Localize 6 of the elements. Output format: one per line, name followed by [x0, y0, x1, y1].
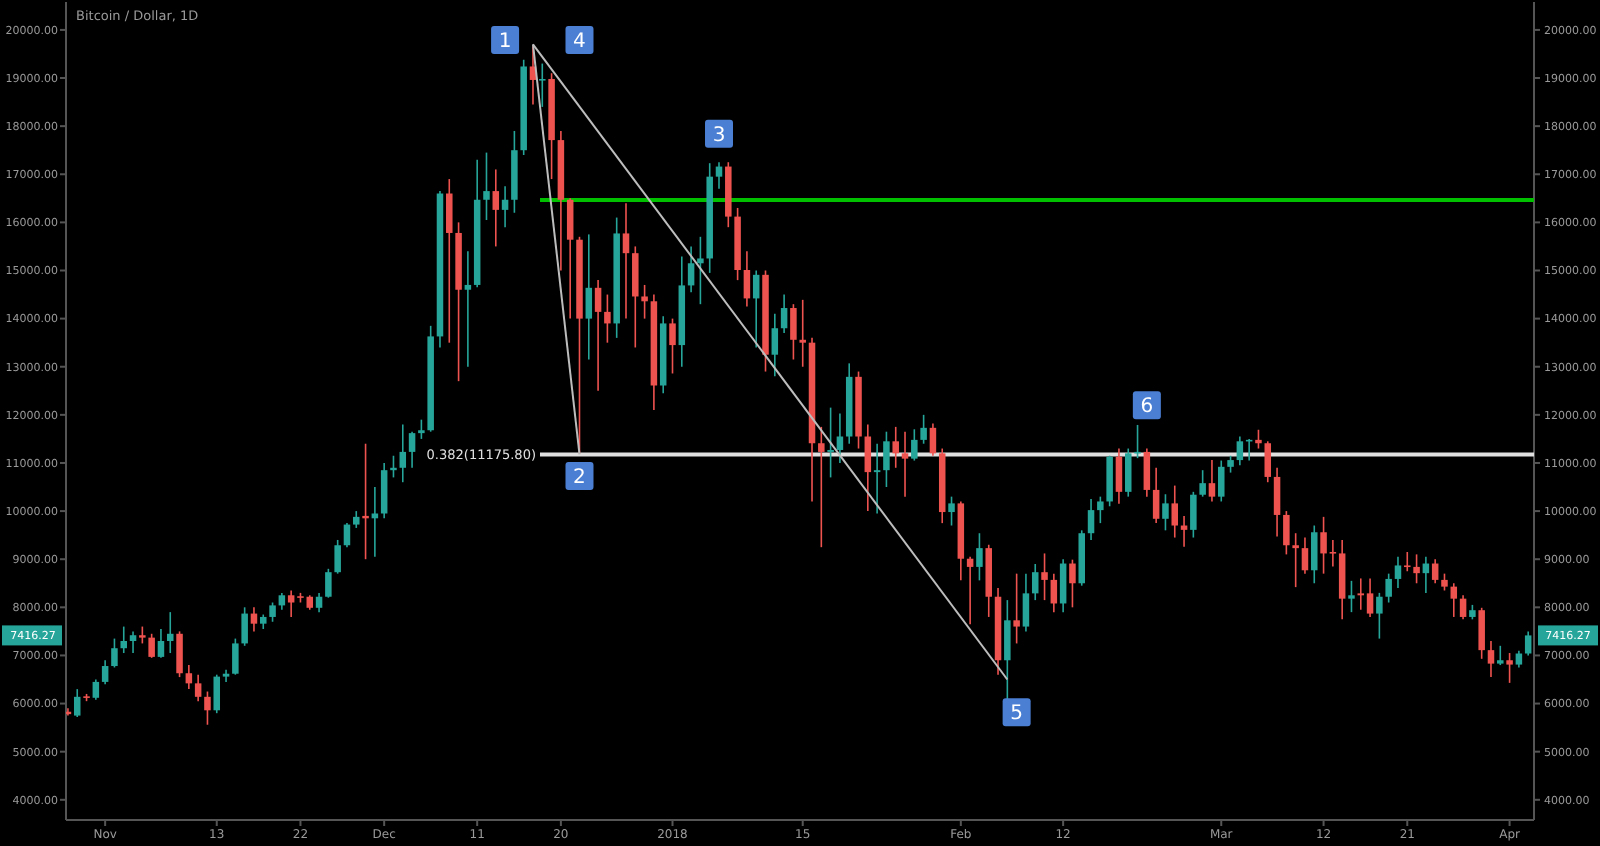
annotation: 6 — [1140, 396, 1154, 419]
annotation: 5 — [1010, 703, 1024, 726]
annotation: 2 — [573, 467, 586, 490]
annotation: 4 — [573, 31, 586, 54]
annotation: 3 — [712, 125, 726, 148]
annotation: 1 — [498, 31, 512, 54]
